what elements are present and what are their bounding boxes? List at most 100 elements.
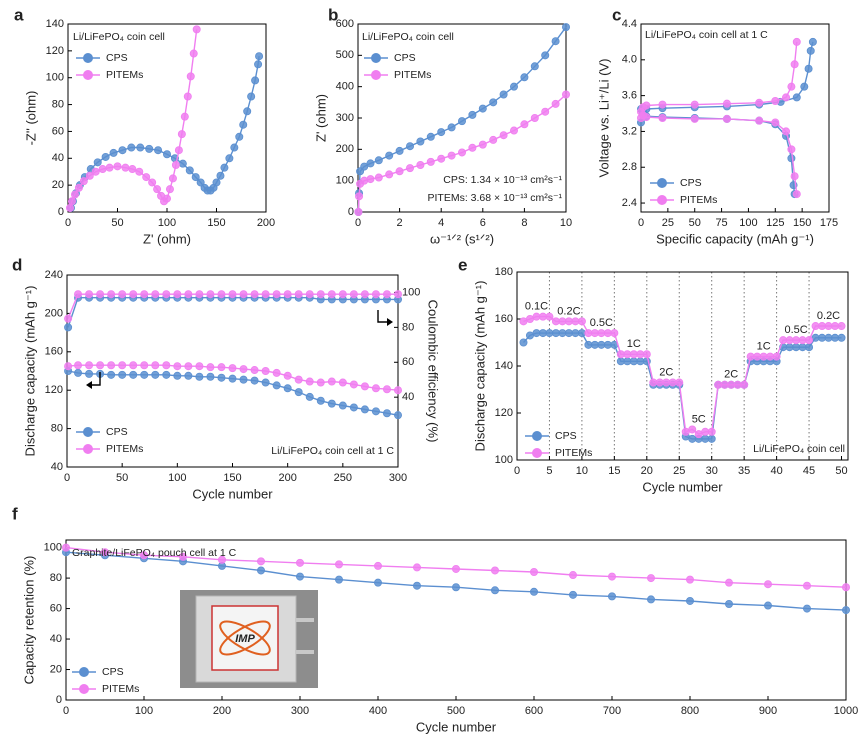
data-point [530,568,539,577]
data-point [162,194,171,203]
x-tick-label: 150 [223,472,241,484]
data-point [551,37,560,46]
y-tick-label: 140 [46,18,64,30]
data-point [295,572,304,581]
data-point [148,178,157,187]
data-point [489,98,498,107]
data-point [228,364,237,373]
data-point [101,152,110,161]
data-point [837,333,846,342]
data-point [294,375,303,384]
y-tick-label: 200 [336,143,354,155]
data-point [426,157,435,166]
data-point [101,548,110,557]
data-point [366,175,375,184]
data-point [127,143,136,152]
data-point [374,173,383,182]
data-point [64,314,73,323]
data-point [519,338,528,347]
data-point [658,114,667,123]
data-point [385,170,394,179]
x-axis-title: Z' (ohm) [143,231,191,246]
data-point [256,557,265,566]
data-point [355,192,364,201]
data-point [787,145,796,154]
data-point [162,290,171,299]
legend-marker [532,431,542,441]
data-point [225,154,234,163]
data-point [437,154,446,163]
data-point [478,140,487,149]
data-point [771,96,780,105]
x-axis-title: Cycle number [416,719,497,734]
data-point [349,290,358,299]
x-tick-label: 6 [480,217,486,229]
y-tick-label: 3.2 [622,125,637,137]
data-point [191,173,200,182]
data-point [272,290,281,299]
y-tick-label: 20 [52,179,64,191]
data-point [395,146,404,155]
data-point [393,290,402,299]
data-point [447,151,456,160]
data-point [212,178,221,187]
legend-label: PITEMs [106,443,143,455]
x-tick-label: 100 [135,705,153,717]
x-tick-label: 20 [641,465,653,477]
data-point [217,290,226,299]
x-tick-label: 900 [759,705,777,717]
y-axis-title: Z' (ohm) [313,94,328,142]
data-point [113,162,122,171]
data-point [545,312,554,321]
panel-letter: f [12,504,18,523]
plot-frame [65,539,847,701]
data-point [707,427,716,436]
x-tick-label: 175 [820,217,838,229]
data-point [374,156,383,165]
data-point [725,600,734,609]
data-point [256,566,265,575]
data-point [118,370,127,379]
x-tick-label: 200 [278,472,296,484]
y-tick-label: 100 [44,542,62,554]
data-point [530,114,539,123]
legend-marker [657,178,667,188]
data-point [118,361,127,370]
data-point [416,160,425,169]
rate-label: 0.1C [525,301,548,313]
legend-label: PITEMs [680,194,717,206]
data-point [250,376,259,385]
data-point [642,350,651,359]
x-tick-label: 700 [603,705,621,717]
legend-marker [371,70,381,80]
data-point [790,172,799,181]
data-point [395,167,404,176]
x-tick-label: 500 [447,705,465,717]
data-point [64,362,73,371]
data-point [551,99,560,108]
x-tick-label: 1000 [834,705,858,717]
data-point [787,82,796,91]
data-point [354,207,363,216]
data-point [151,290,160,299]
data-point [294,388,303,397]
y-axis-title: Capacity retention (%) [21,556,36,685]
data-point [647,595,656,604]
y-tick-label: 60 [52,125,64,137]
data-point [647,574,656,583]
data-point [792,37,801,46]
x-tick-label: 10 [560,217,572,229]
data-point [91,167,100,176]
data-point [128,165,137,174]
x-tick-label: 100 [158,217,176,229]
data-point [806,46,815,55]
data-point [178,552,187,561]
data-point [405,142,414,151]
y-tick-label: 40 [51,461,63,473]
x-axis-title: Cycle number [642,479,723,494]
data-point [316,290,325,299]
x-tick-label: 300 [389,472,407,484]
data-point [195,372,204,381]
data-point [305,377,314,386]
